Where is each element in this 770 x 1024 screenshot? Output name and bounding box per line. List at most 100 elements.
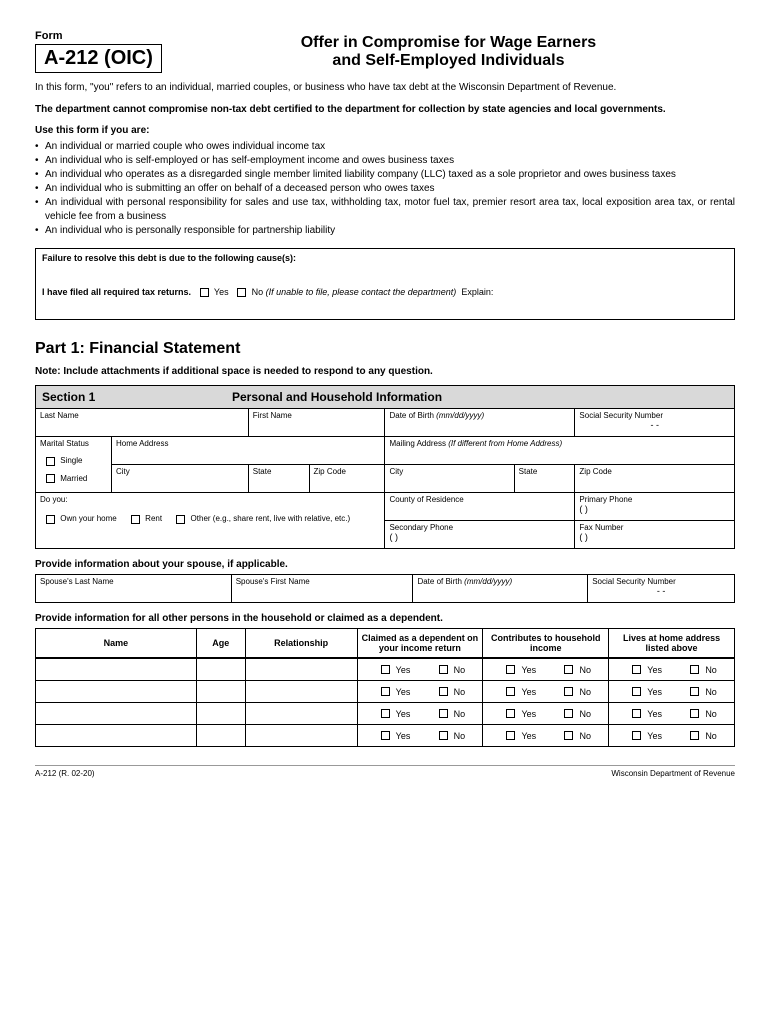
form-label: Form (35, 30, 162, 42)
checkbox-claimed-yes[interactable] (381, 709, 390, 718)
checkbox-claimed-no[interactable] (439, 709, 448, 718)
name-input[interactable] (36, 725, 197, 747)
checkbox-married[interactable] (46, 474, 55, 483)
age-input[interactable] (196, 681, 245, 703)
col-name: Name (36, 629, 197, 658)
checkbox-claimed-yes[interactable] (381, 687, 390, 696)
checkbox-lives-yes[interactable] (632, 687, 641, 696)
checkbox-lives-no[interactable] (690, 731, 699, 740)
spouse-ssn-cell[interactable]: Social Security Number - - (588, 575, 735, 603)
no-note: (If unable to file, please contact the d… (266, 287, 457, 297)
household-table: Name Age Relationship Claimed as a depen… (35, 628, 735, 658)
checkbox-lives-no[interactable] (690, 687, 699, 696)
city-cell[interactable]: City (111, 465, 248, 493)
name-input[interactable] (36, 703, 197, 725)
section1-num: Section 1 (42, 390, 232, 404)
household-row: YesNoYesNoYesNo (36, 703, 735, 725)
cause-question: Failure to resolve this debt is due to t… (42, 253, 728, 263)
checkbox-lives-yes[interactable] (632, 665, 641, 674)
col-lives: Lives at home address listed above (609, 629, 735, 658)
checkbox-contributes-yes[interactable] (506, 709, 515, 718)
household-rows: YesNoYesNoYesNoYesNoYesNoYesNoYesNoYesNo… (35, 658, 735, 747)
no-label: No (252, 287, 264, 297)
state-cell[interactable]: State (248, 465, 309, 493)
mail-state-cell[interactable]: State (514, 465, 575, 493)
checkbox-claimed-no[interactable] (439, 665, 448, 674)
fax-cell[interactable]: Fax Number ( ) (575, 521, 735, 549)
cause-box: Failure to resolve this debt is due to t… (35, 248, 735, 320)
mail-zip-cell[interactable]: Zip Code (575, 465, 735, 493)
filed-row: I have filed all required tax returns. Y… (42, 287, 728, 297)
form-header: Form A-212 (OIC) Offer in Compromise for… (35, 30, 735, 73)
age-input[interactable] (196, 659, 245, 681)
ssn-cell[interactable]: Social Security Number - - (575, 409, 735, 437)
checkbox-contributes-no[interactable] (564, 665, 573, 674)
age-input[interactable] (196, 703, 245, 725)
bullet-item: An individual who is submitting an offer… (35, 182, 735, 196)
checkbox-other[interactable] (176, 515, 185, 524)
mail-city-cell[interactable]: City (385, 465, 514, 493)
checkbox-claimed-no[interactable] (439, 731, 448, 740)
checkbox-single[interactable] (46, 457, 55, 466)
relationship-input[interactable] (245, 659, 357, 681)
first-name-cell[interactable]: First Name (248, 409, 385, 437)
col-contributes: Contributes to household income (483, 629, 609, 658)
primary-phone-cell[interactable]: Primary Phone ( ) (575, 493, 735, 521)
spouse-last-cell[interactable]: Spouse's Last Name (36, 575, 232, 603)
spouse-table: Spouse's Last Name Spouse's First Name D… (35, 574, 735, 603)
checkbox-contributes-yes[interactable] (506, 731, 515, 740)
checkbox-lives-no[interactable] (690, 709, 699, 718)
checkbox-claimed-yes[interactable] (381, 731, 390, 740)
relationship-input[interactable] (245, 725, 357, 747)
checkbox-rent[interactable] (131, 515, 140, 524)
use-heading: Use this form if you are: (35, 125, 735, 136)
zip-cell[interactable]: Zip Code (309, 465, 385, 493)
checkbox-claimed-yes[interactable] (381, 665, 390, 674)
cause-answer-space[interactable] (42, 263, 728, 287)
checkbox-lives-yes[interactable] (632, 709, 641, 718)
section1-header: Section 1 Personal and Household Informa… (35, 385, 735, 409)
checkbox-own[interactable] (46, 515, 55, 524)
home-address-cell[interactable]: Home Address (111, 437, 385, 465)
checkbox-contributes-yes[interactable] (506, 665, 515, 674)
relationship-input[interactable] (245, 703, 357, 725)
checkbox-contributes-yes[interactable] (506, 687, 515, 696)
col-claimed: Claimed as a dependent on your income re… (357, 629, 483, 658)
yes-label: Yes (214, 287, 229, 297)
secondary-phone-cell[interactable]: Secondary Phone ( ) (385, 521, 575, 549)
form-code: A-212 (OIC) (35, 44, 162, 73)
name-input[interactable] (36, 681, 197, 703)
checkbox-lives-yes[interactable] (632, 731, 641, 740)
footer-right: Wisconsin Department of Revenue (611, 769, 735, 778)
explain-label: Explain: (461, 287, 493, 297)
checkbox-contributes-no[interactable] (564, 709, 573, 718)
age-input[interactable] (196, 725, 245, 747)
title-line-2: and Self-Employed Individuals (332, 52, 564, 69)
mailing-address-cell[interactable]: Mailing Address (If different from Home … (385, 437, 735, 465)
bullet-item: An individual or married couple who owes… (35, 140, 735, 154)
page-footer: A-212 (R. 02-20) Wisconsin Department of… (35, 765, 735, 778)
relationship-input[interactable] (245, 681, 357, 703)
checkbox-lives-no[interactable] (690, 665, 699, 674)
explain-space[interactable] (42, 297, 728, 315)
footer-left: A-212 (R. 02-20) (35, 769, 95, 778)
spouse-first-cell[interactable]: Spouse's First Name (231, 575, 413, 603)
checkbox-claimed-no[interactable] (439, 687, 448, 696)
intro-text: In this form, "you" refers to an individ… (35, 81, 735, 95)
checkbox-yes[interactable] (200, 288, 209, 297)
title-line-1: Offer in Compromise for Wage Earners (301, 34, 596, 51)
bullet-item: An individual who is personally responsi… (35, 224, 735, 238)
form-code-box: Form A-212 (OIC) (35, 30, 162, 73)
name-input[interactable] (36, 659, 197, 681)
spouse-dob-cell[interactable]: Date of Birth (mm/dd/yyyy) (413, 575, 588, 603)
use-bullets: An individual or married couple who owes… (35, 140, 735, 238)
dob-cell[interactable]: Date of Birth (mm/dd/yyyy) (385, 409, 575, 437)
last-name-cell[interactable]: Last Name (36, 409, 249, 437)
personal-info-table: Last Name First Name Date of Birth (mm/d… (35, 409, 735, 549)
col-relationship: Relationship (245, 629, 357, 658)
county-cell[interactable]: County of Residence (385, 493, 575, 521)
marital-cell: Marital Status Single Married (36, 437, 112, 493)
checkbox-contributes-no[interactable] (564, 731, 573, 740)
checkbox-contributes-no[interactable] (564, 687, 573, 696)
checkbox-no[interactable] (237, 288, 246, 297)
